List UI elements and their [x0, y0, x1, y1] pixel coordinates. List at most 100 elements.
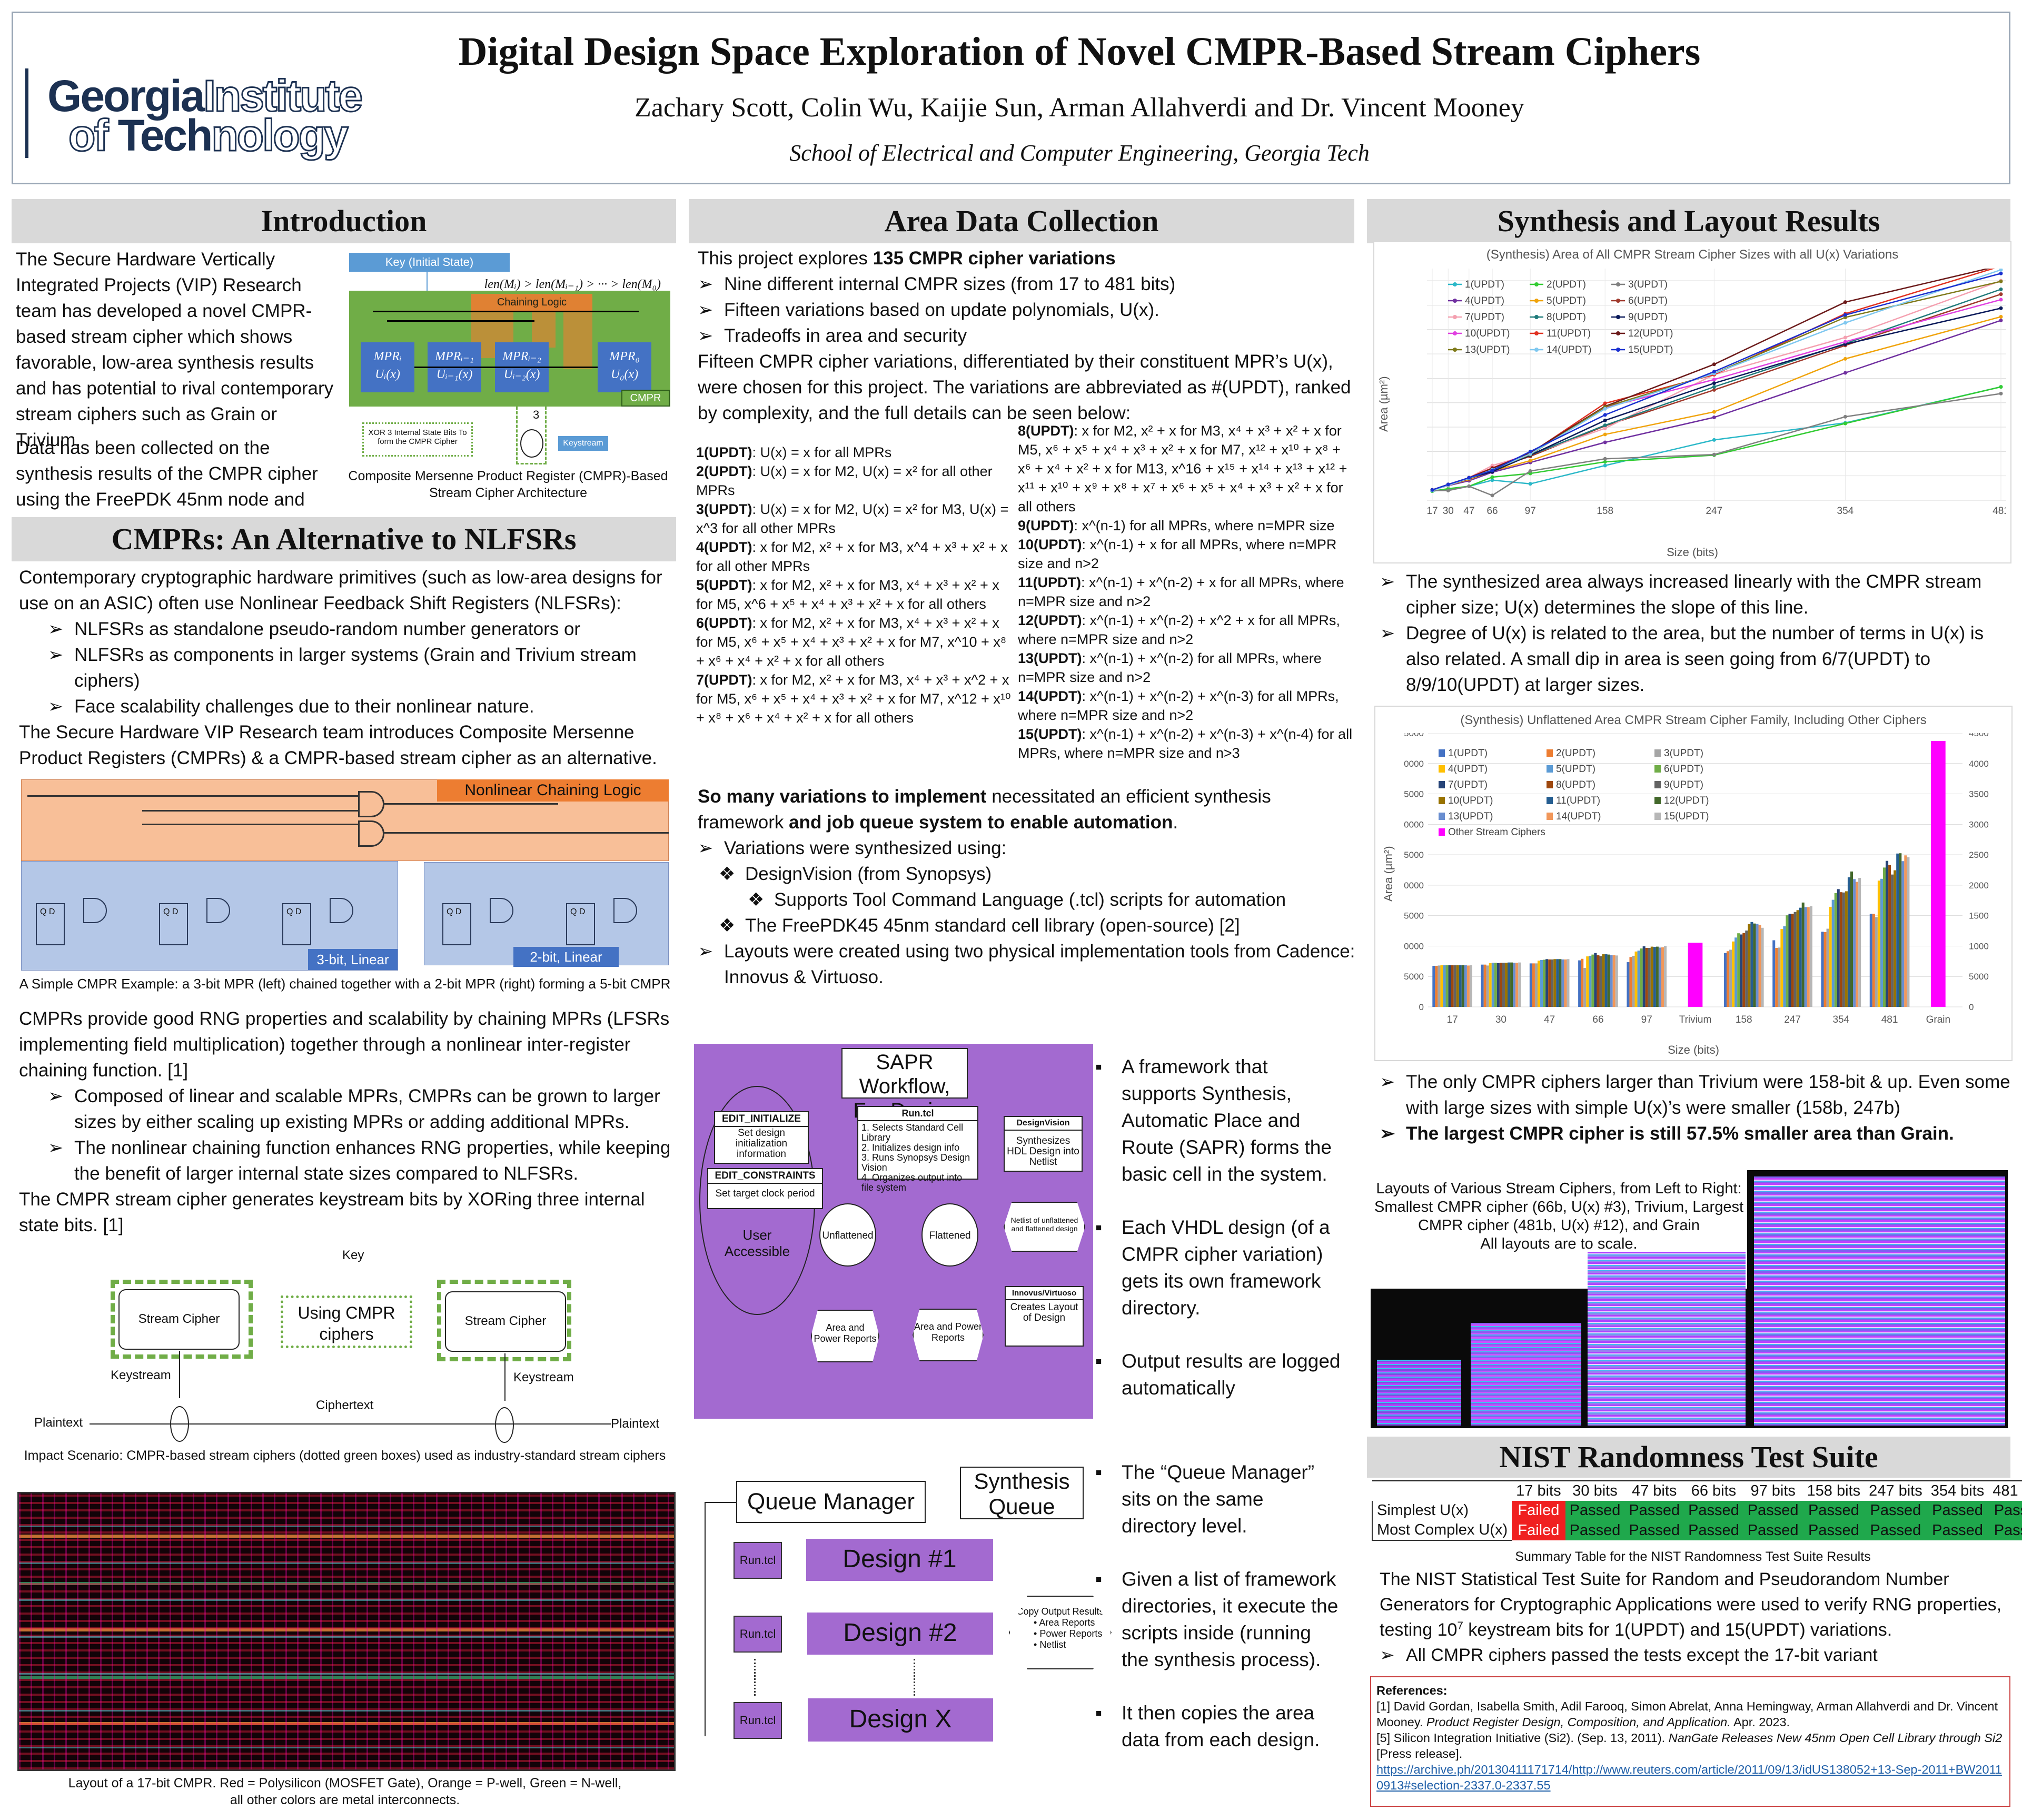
updt-item: 2(UPDT): U(x) = x for M2, U(x) = x² for …	[696, 463, 993, 498]
stream-cipher-right: Stream Cipher	[445, 1291, 566, 1352]
circuit-wire	[384, 803, 558, 805]
sapr-bullet: Output results are logged automatically	[1095, 1348, 1343, 1401]
svg-text:47: 47	[1544, 1014, 1555, 1025]
svg-text:14(UPDT): 14(UPDT)	[1556, 811, 1601, 822]
stream-cipher-left: Stream Cipher	[118, 1289, 240, 1350]
svg-text:7(UPDT): 7(UPDT)	[1448, 779, 1488, 790]
using-cmpr-box: Using CMPR ciphers	[281, 1295, 412, 1348]
circuit-wire	[27, 795, 359, 797]
data-flow-line	[90, 1423, 611, 1425]
cmprs-bullet: Composed of linear and scalable MPRs, CM…	[19, 1083, 677, 1135]
keystream-left-label: Keystream	[111, 1368, 171, 1382]
introduction-paragraph-1: The Secure Hardware Vertically Integrate…	[16, 249, 334, 450]
updt-item: 13(UPDT): x^(n-1) + x^(n-2) for all MPRs…	[1018, 650, 1322, 685]
svg-text:11(UPDT): 11(UPDT)	[1547, 328, 1591, 339]
cmpr-dashed-box-right	[437, 1280, 571, 1361]
cmprs-bullet: Face scalability challenges due to their…	[19, 694, 677, 719]
layout-17bit-image	[17, 1492, 676, 1771]
line-chart-plot-area: 6000800010000120001400016000180002000022…	[1398, 263, 2011, 521]
xor-gate-icon	[83, 898, 107, 923]
ciphertext-label: Ciphertext	[316, 1398, 374, 1412]
nist-row-simplest: Simplest U(x) Failed Passed Passed Passe…	[1371, 1501, 2022, 1520]
nist-col-header: 158 bits	[1802, 1480, 1865, 1501]
area-paragraph: Fifteen CMPR cipher variations, differen…	[698, 351, 1351, 423]
nist-cell: Passed	[1926, 1520, 1989, 1540]
run-tcl-box: Run.tcl	[734, 1542, 782, 1579]
xor-highlight	[516, 407, 547, 464]
svg-text:1(UPDT): 1(UPDT)	[1465, 279, 1504, 290]
sapr-bullet: Each VHDL design (of a CMPR cipher varia…	[1095, 1214, 1343, 1321]
nist-cell: Passed	[1865, 1520, 1927, 1540]
chaining-logic-bar	[532, 311, 556, 348]
svg-text:20000: 20000	[1404, 881, 1424, 891]
chain-wire	[387, 320, 534, 322]
logo-tech: Tech	[117, 111, 213, 160]
svg-text:0: 0	[1969, 1002, 1974, 1012]
cmprs-bullet: NLFSRs as components in larger systems (…	[19, 642, 677, 694]
svg-text:3(UPDT): 3(UPDT)	[1664, 748, 1703, 759]
svg-text:9(UPDT): 9(UPDT)	[1664, 779, 1703, 790]
area-bullet: Nine different internal CMPR sizes (from…	[698, 271, 1356, 297]
updt-item: 4(UPDT): x for M2, x² + x for M3, x^4 + …	[696, 539, 1008, 574]
cmprs-bullet: The nonlinear chaining function enhances…	[19, 1135, 677, 1186]
logo-nology: nology	[211, 111, 349, 160]
flip-flop-icon: Q D	[36, 903, 65, 945]
edit-constraints-box: EDIT_CONSTRAINTS Set target clock period	[707, 1168, 823, 1209]
xor-gate-icon	[206, 898, 230, 923]
area-line-chart: (Synthesis) Area of All CMPR Stream Ciph…	[1373, 241, 2011, 563]
svg-text:6(UPDT): 6(UPDT)	[1664, 764, 1703, 775]
copy-output-node: Copy Output Results • Area Reports • Pow…	[1009, 1596, 1112, 1669]
synthesis-bullet: The synthesized area always increased li…	[1380, 569, 2011, 620]
user-accessible-label: User Accessible	[724, 1227, 790, 1259]
nist-results-table: 17 bits 30 bits 47 bits 66 bits 97 bits …	[1371, 1480, 2022, 1541]
sapr-bullets: A framework that supports Synthesis, Aut…	[1095, 1053, 1343, 1401]
nist-cell: Passed	[1743, 1520, 1803, 1540]
circuit-wire	[384, 832, 669, 834]
updt-list-right: 8(UPDT): x for M2, x² + x for M3, x⁴ + x…	[1018, 421, 1355, 763]
svg-text:8(UPDT): 8(UPDT)	[1556, 779, 1595, 790]
svg-text:10(UPDT): 10(UPDT)	[1448, 795, 1493, 806]
references-box: References: [1] David Gordan, Isabella S…	[1370, 1676, 2010, 1807]
line-chart-title: (Synthesis) Area of All CMPR Stream Ciph…	[1486, 248, 1899, 262]
nist-description: The NIST Statistical Test Suite for Rand…	[1380, 1567, 2011, 1668]
svg-text:247: 247	[1784, 1014, 1801, 1025]
svg-text:7(UPDT): 7(UPDT)	[1465, 312, 1504, 323]
svg-text:8(UPDT): 8(UPDT)	[1547, 312, 1586, 323]
layout-cmpr-66b	[1377, 1360, 1461, 1426]
svg-text:6(UPDT): 6(UPDT)	[1628, 295, 1668, 306]
svg-text:13(UPDT): 13(UPDT)	[1465, 344, 1510, 355]
nist-col-header: 66 bits	[1684, 1480, 1743, 1501]
updt-item: 15(UPDT): x^(n-1) + x^(n-2) + x^(n-3) + …	[1018, 726, 1353, 761]
svg-text:45000: 45000	[1404, 733, 1424, 738]
svg-text:158: 158	[1597, 506, 1613, 517]
svg-text:66: 66	[1486, 506, 1498, 517]
line-chart-ylabel: Area (µm²)	[1377, 376, 1390, 432]
introduction-heading: Introduction	[12, 199, 676, 243]
svg-text:5(UPDT): 5(UPDT)	[1547, 295, 1586, 306]
or-gate-icon	[358, 820, 384, 847]
cmprs-paragraph: CMPRs provide good RNG properties and sc…	[19, 1008, 670, 1081]
queue-manager-diagram: Queue Manager Synthesis Queue Run.tcl De…	[694, 1448, 1112, 1806]
svg-text:5(UPDT): 5(UPDT)	[1556, 764, 1595, 775]
line-chart-bullets: The synthesized area always increased li…	[1380, 569, 2011, 698]
poster-header	[12, 12, 2010, 184]
automation-bullet: Layouts were created using two physical …	[698, 938, 1356, 990]
svg-text:14(UPDT): 14(UPDT)	[1547, 344, 1592, 355]
svg-text:47: 47	[1463, 506, 1474, 517]
updt-item: 14(UPDT): x^(n-1) + x^(n-2) + x^(n-3) fo…	[1018, 688, 1339, 723]
nist-col-header: 97 bits	[1743, 1480, 1803, 1501]
reference-5-link[interactable]: https://archive.ph/20130411171714/http:/…	[1376, 1763, 2002, 1792]
svg-text:11(UPDT): 11(UPDT)	[1556, 795, 1600, 806]
svg-text:13(UPDT): 13(UPDT)	[1448, 811, 1493, 822]
layouts-caption: Layouts of Various Stream Ciphers, from …	[1371, 1170, 1747, 1289]
automation-subbullet: Supports Tool Command Language (.tcl) sc…	[698, 887, 1356, 913]
area-power-report-node: Area and Power Reports	[811, 1310, 879, 1362]
nist-col-header: 354 bits	[1926, 1480, 1989, 1501]
updt-item: 9(UPDT): x^(n-1) for all MPRs, where n=M…	[1018, 518, 1335, 533]
plaintext-right-label: Plaintext	[611, 1417, 660, 1431]
cmpr-architecture-diagram: Key (Initial State) len(Mᵢ) > len(Mᵢ₋₁) …	[348, 248, 674, 506]
svg-text:Other Stream Ciphers: Other Stream Ciphers	[1448, 827, 1545, 838]
xor-icon	[170, 1406, 189, 1442]
